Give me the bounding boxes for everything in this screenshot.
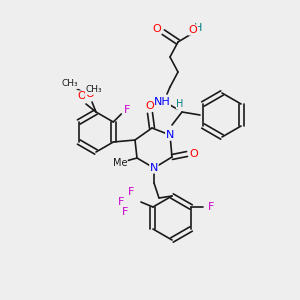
Text: O: O [190,149,198,159]
Text: O: O [78,91,86,101]
Text: O: O [85,89,94,99]
Text: F: F [118,197,124,207]
Text: N: N [150,163,158,173]
Text: F: F [128,187,134,197]
Text: O: O [153,24,161,34]
Text: H: H [176,99,184,109]
Text: N: N [166,130,174,140]
Text: CH₃: CH₃ [62,80,78,88]
Text: O: O [146,101,154,111]
Text: CH₃: CH₃ [86,85,103,94]
Text: F: F [124,105,130,115]
Text: O: O [189,25,197,35]
Text: NH: NH [154,97,170,107]
Text: N: N [166,130,174,140]
Text: Me: Me [113,158,127,168]
Text: H: H [194,23,202,33]
Text: F: F [122,207,128,217]
Text: F: F [208,202,214,212]
